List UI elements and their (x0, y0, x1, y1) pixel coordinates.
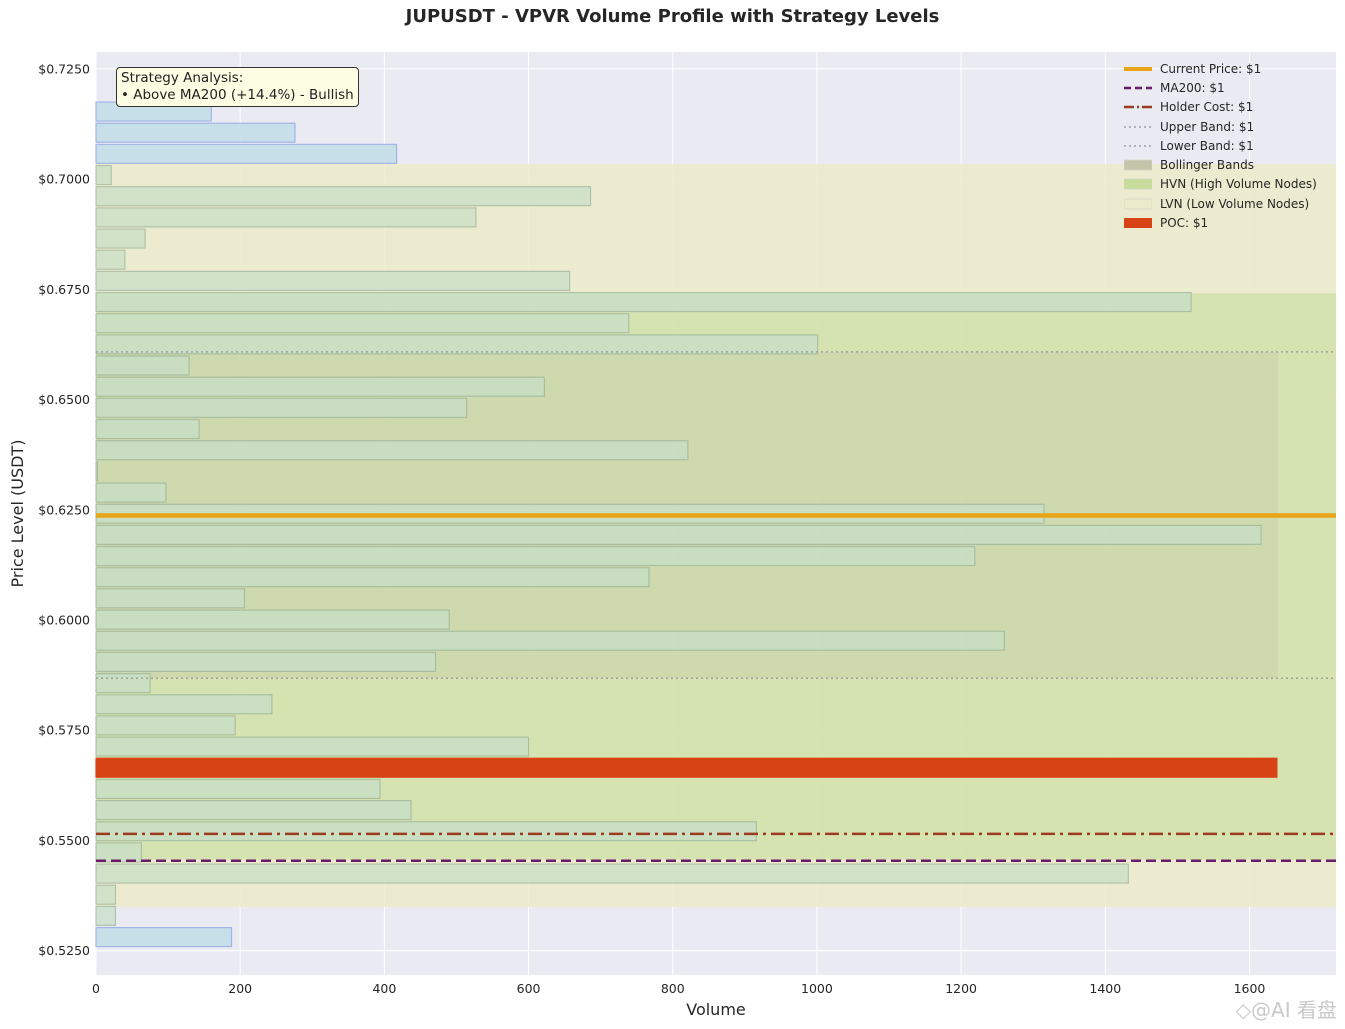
legend-swatch (1124, 159, 1152, 171)
y-tick-label: $0.5750 (38, 723, 90, 738)
y-tick-label: $0.6750 (38, 282, 90, 297)
legend-label: Bollinger Bands (1160, 158, 1254, 173)
x-tick-label: 800 (661, 981, 685, 996)
legend-swatch (1124, 198, 1152, 210)
x-tick-label: 600 (517, 981, 541, 996)
x-tick-label: 1200 (945, 981, 977, 996)
volume-bar (95, 821, 757, 842)
legend-label: HVN (High Volume Nodes) (1160, 177, 1317, 192)
legend-item: HVN (High Volume Nodes) (1118, 175, 1317, 194)
legend-item: POC: $1 (1118, 213, 1317, 232)
y-tick-label: $0.5250 (38, 943, 90, 958)
volume-bar (95, 418, 200, 440)
volume-bar (95, 926, 233, 948)
volume-bar (95, 842, 143, 863)
y-tick-label: $0.6250 (38, 502, 90, 517)
y-tick-label: $0.7250 (38, 61, 90, 76)
x-tick-label: 0 (92, 981, 100, 996)
volume-bar (95, 376, 546, 397)
volume-bar (95, 672, 151, 694)
volume-bar (95, 863, 1129, 884)
volume-bar (95, 186, 592, 207)
volume-bar (95, 482, 167, 503)
volume-bar (95, 461, 99, 482)
volume-bar (95, 715, 236, 736)
legend-item: Lower Band: $1 (1118, 136, 1317, 155)
annotation-text: • Above MA200 (+14.4%) - Bullish (121, 87, 354, 103)
x-tick-label: 1400 (1089, 981, 1121, 996)
volume-bar (95, 313, 630, 334)
volume-bar (95, 588, 246, 609)
legend-label: Current Price: $1 (1160, 61, 1262, 76)
volume-bar (95, 609, 450, 630)
legend-swatch (1124, 121, 1152, 133)
volume-bar (95, 228, 146, 249)
legend-swatch (1124, 178, 1152, 190)
x-tick-label: 1600 (1234, 981, 1266, 996)
legend-swatch (1124, 63, 1152, 75)
chart-title: JUPUSDT - VPVR Volume Profile with Strat… (405, 6, 940, 27)
legend-label: Lower Band: $1 (1160, 138, 1254, 153)
y-tick-label: $0.7000 (38, 172, 90, 187)
volume-bar (95, 207, 477, 228)
legend-label: POC: $1 (1160, 216, 1209, 231)
volume-bar (95, 567, 650, 588)
legend-label: Holder Cost: $1 (1160, 100, 1254, 115)
legend-item: Current Price: $1 (1118, 59, 1317, 78)
volume-bar (95, 164, 112, 186)
y-tick-label: $0.6000 (38, 613, 90, 628)
legend-swatch (1124, 217, 1152, 229)
legend-item: MA200: $1 (1118, 78, 1317, 97)
volume-bar (95, 545, 976, 567)
volume-bar (95, 651, 437, 672)
legend-item: Holder Cost: $1 (1118, 98, 1317, 117)
volume-bar (95, 905, 117, 926)
volume-bar (95, 270, 571, 291)
volume-bar (95, 778, 381, 799)
volume-bar (95, 799, 412, 821)
legend-swatch (1124, 82, 1152, 94)
volume-bar (95, 440, 689, 461)
x-axis-label: Volume (686, 1000, 746, 1019)
legend-item: Upper Band: $1 (1118, 117, 1317, 136)
legend-label: MA200: $1 (1160, 80, 1225, 95)
y-axis-label: Price Level (USDT) (8, 440, 27, 588)
volume-bar (95, 122, 296, 143)
annotation-title: Strategy Analysis: (121, 70, 244, 86)
strategy-annotation: Strategy Analysis: • Above MA200 (+14.4%… (116, 67, 359, 107)
legend-label: LVN (Low Volume Nodes) (1160, 196, 1310, 211)
legend-item: LVN (Low Volume Nodes) (1118, 194, 1317, 213)
x-tick-label: 200 (228, 981, 252, 996)
volume-bar (95, 249, 126, 270)
legend-label: Upper Band: $1 (1160, 119, 1255, 134)
volume-bar (95, 630, 1005, 651)
y-tick-label: $0.5500 (38, 833, 90, 848)
volume-bar (95, 524, 1262, 545)
x-tick-label: 400 (372, 981, 396, 996)
y-tick-label: $0.6500 (38, 392, 90, 407)
legend-item: Bollinger Bands (1118, 155, 1317, 174)
volume-bar (95, 757, 1278, 778)
volume-bar (95, 291, 1192, 313)
legend-swatch (1124, 140, 1152, 152)
volume-bar (95, 736, 530, 757)
chart-legend: Current Price: $1 MA200: $1 Holder Cost: $… (1118, 59, 1317, 233)
volume-bar (95, 397, 468, 418)
x-tick-label: 1000 (801, 981, 833, 996)
volume-bar (95, 355, 190, 376)
volume-bar (95, 694, 273, 715)
volume-bar (95, 143, 398, 164)
volume-bar (95, 884, 117, 905)
watermark: ◇@AI 看盘 (1235, 998, 1337, 1022)
volume-bar (95, 334, 819, 355)
legend-swatch (1124, 101, 1152, 113)
